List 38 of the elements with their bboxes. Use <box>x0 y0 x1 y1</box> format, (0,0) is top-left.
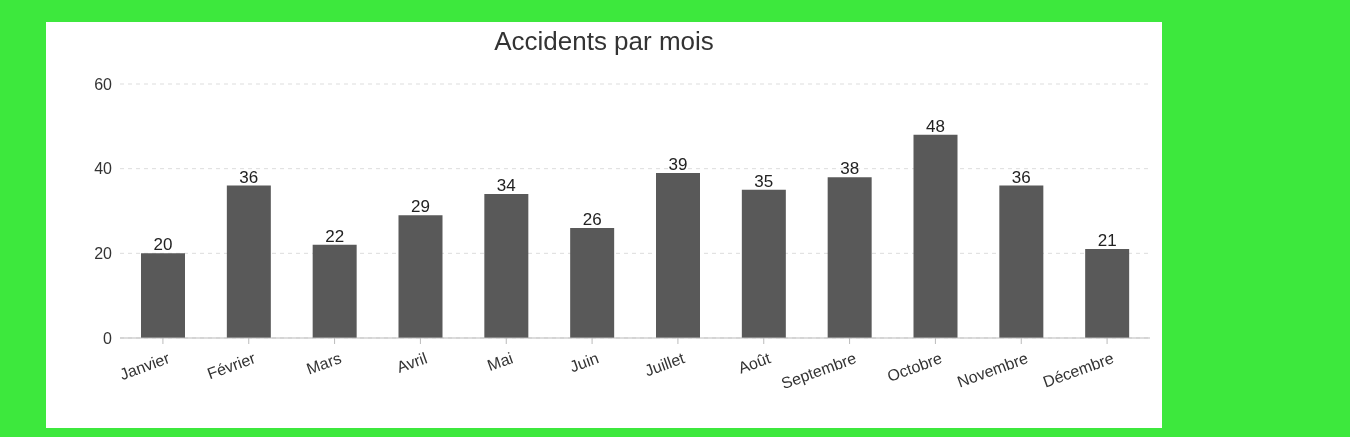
x-tick-label: Octobre <box>884 349 945 385</box>
bar <box>913 134 958 338</box>
y-tick-label: 20 <box>94 245 113 263</box>
bar <box>827 177 872 338</box>
y-tick-label: 40 <box>94 160 113 178</box>
x-tick-label: Avril <box>394 349 430 376</box>
bar <box>656 172 700 338</box>
data-label: 36 <box>239 167 259 187</box>
data-label: 21 <box>1097 231 1117 251</box>
x-tick-label: Juin <box>567 349 601 376</box>
data-label: 29 <box>411 197 430 217</box>
data-label: 35 <box>754 171 774 191</box>
x-tick-label: Janvier <box>117 349 173 383</box>
bar <box>741 189 786 338</box>
bar <box>484 194 529 338</box>
x-tick-label: Août <box>735 349 774 377</box>
data-label: 34 <box>496 176 516 196</box>
bar <box>226 185 271 338</box>
data-label: 26 <box>582 209 602 229</box>
data-label: 38 <box>840 159 860 179</box>
chart-title: Accidents par mois <box>493 26 715 57</box>
bar <box>312 244 357 338</box>
x-tick-label: Mars <box>304 349 344 378</box>
data-label: 22 <box>325 226 345 246</box>
bar <box>570 227 615 338</box>
data-label: 48 <box>926 116 945 136</box>
data-label: 39 <box>668 154 688 174</box>
x-tick-label: Juillet <box>642 349 688 380</box>
x-tick-label: Février <box>205 349 259 383</box>
bar <box>141 253 185 338</box>
bar <box>398 215 443 338</box>
y-tick-label: 0 <box>103 329 113 347</box>
data-label: 36 <box>1011 167 1031 187</box>
y-tick-label: 60 <box>94 75 113 93</box>
data-label: 20 <box>153 235 173 255</box>
x-tick-label: Mai <box>485 349 516 375</box>
bar <box>999 185 1044 338</box>
bar <box>1085 249 1130 338</box>
